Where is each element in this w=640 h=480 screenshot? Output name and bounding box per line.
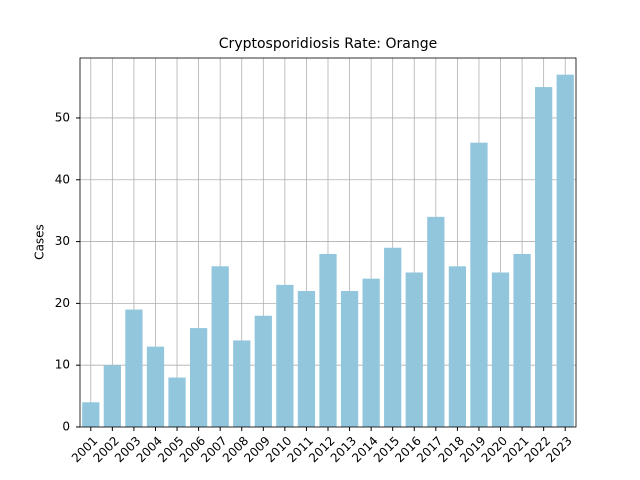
bar: [405, 272, 423, 427]
y-tick-label: 50: [55, 110, 70, 124]
bar: [276, 284, 294, 427]
chart-title: Cryptosporidiosis Rate: Orange: [219, 36, 437, 52]
bar: [513, 253, 531, 427]
y-tick-label: 0: [62, 420, 70, 434]
y-tick-label: 30: [55, 234, 70, 248]
bar: [82, 402, 100, 427]
y-axis-label: Cases: [33, 224, 47, 260]
bar: [254, 315, 272, 427]
y-tick-label: 10: [55, 358, 70, 372]
bar: [491, 272, 510, 427]
bar: [556, 74, 574, 427]
bar: [146, 346, 165, 427]
bar: [297, 291, 316, 427]
bar: [340, 291, 359, 427]
bar: [125, 309, 143, 427]
axes-frame: [79, 57, 577, 428]
bar: [427, 216, 445, 427]
bar: [470, 142, 488, 427]
bar: [103, 365, 121, 427]
bar: [535, 87, 553, 427]
bar: [189, 328, 208, 427]
bar: [233, 340, 251, 427]
bar: [319, 253, 337, 427]
y-tick-label: 20: [55, 296, 70, 310]
y-tick-label: 40: [55, 172, 70, 186]
bar: [211, 266, 229, 427]
bar: [384, 247, 402, 427]
bar: [362, 278, 380, 427]
bar: [448, 266, 467, 427]
x-axis-label: Year: [314, 479, 340, 480]
bar: [168, 377, 186, 427]
